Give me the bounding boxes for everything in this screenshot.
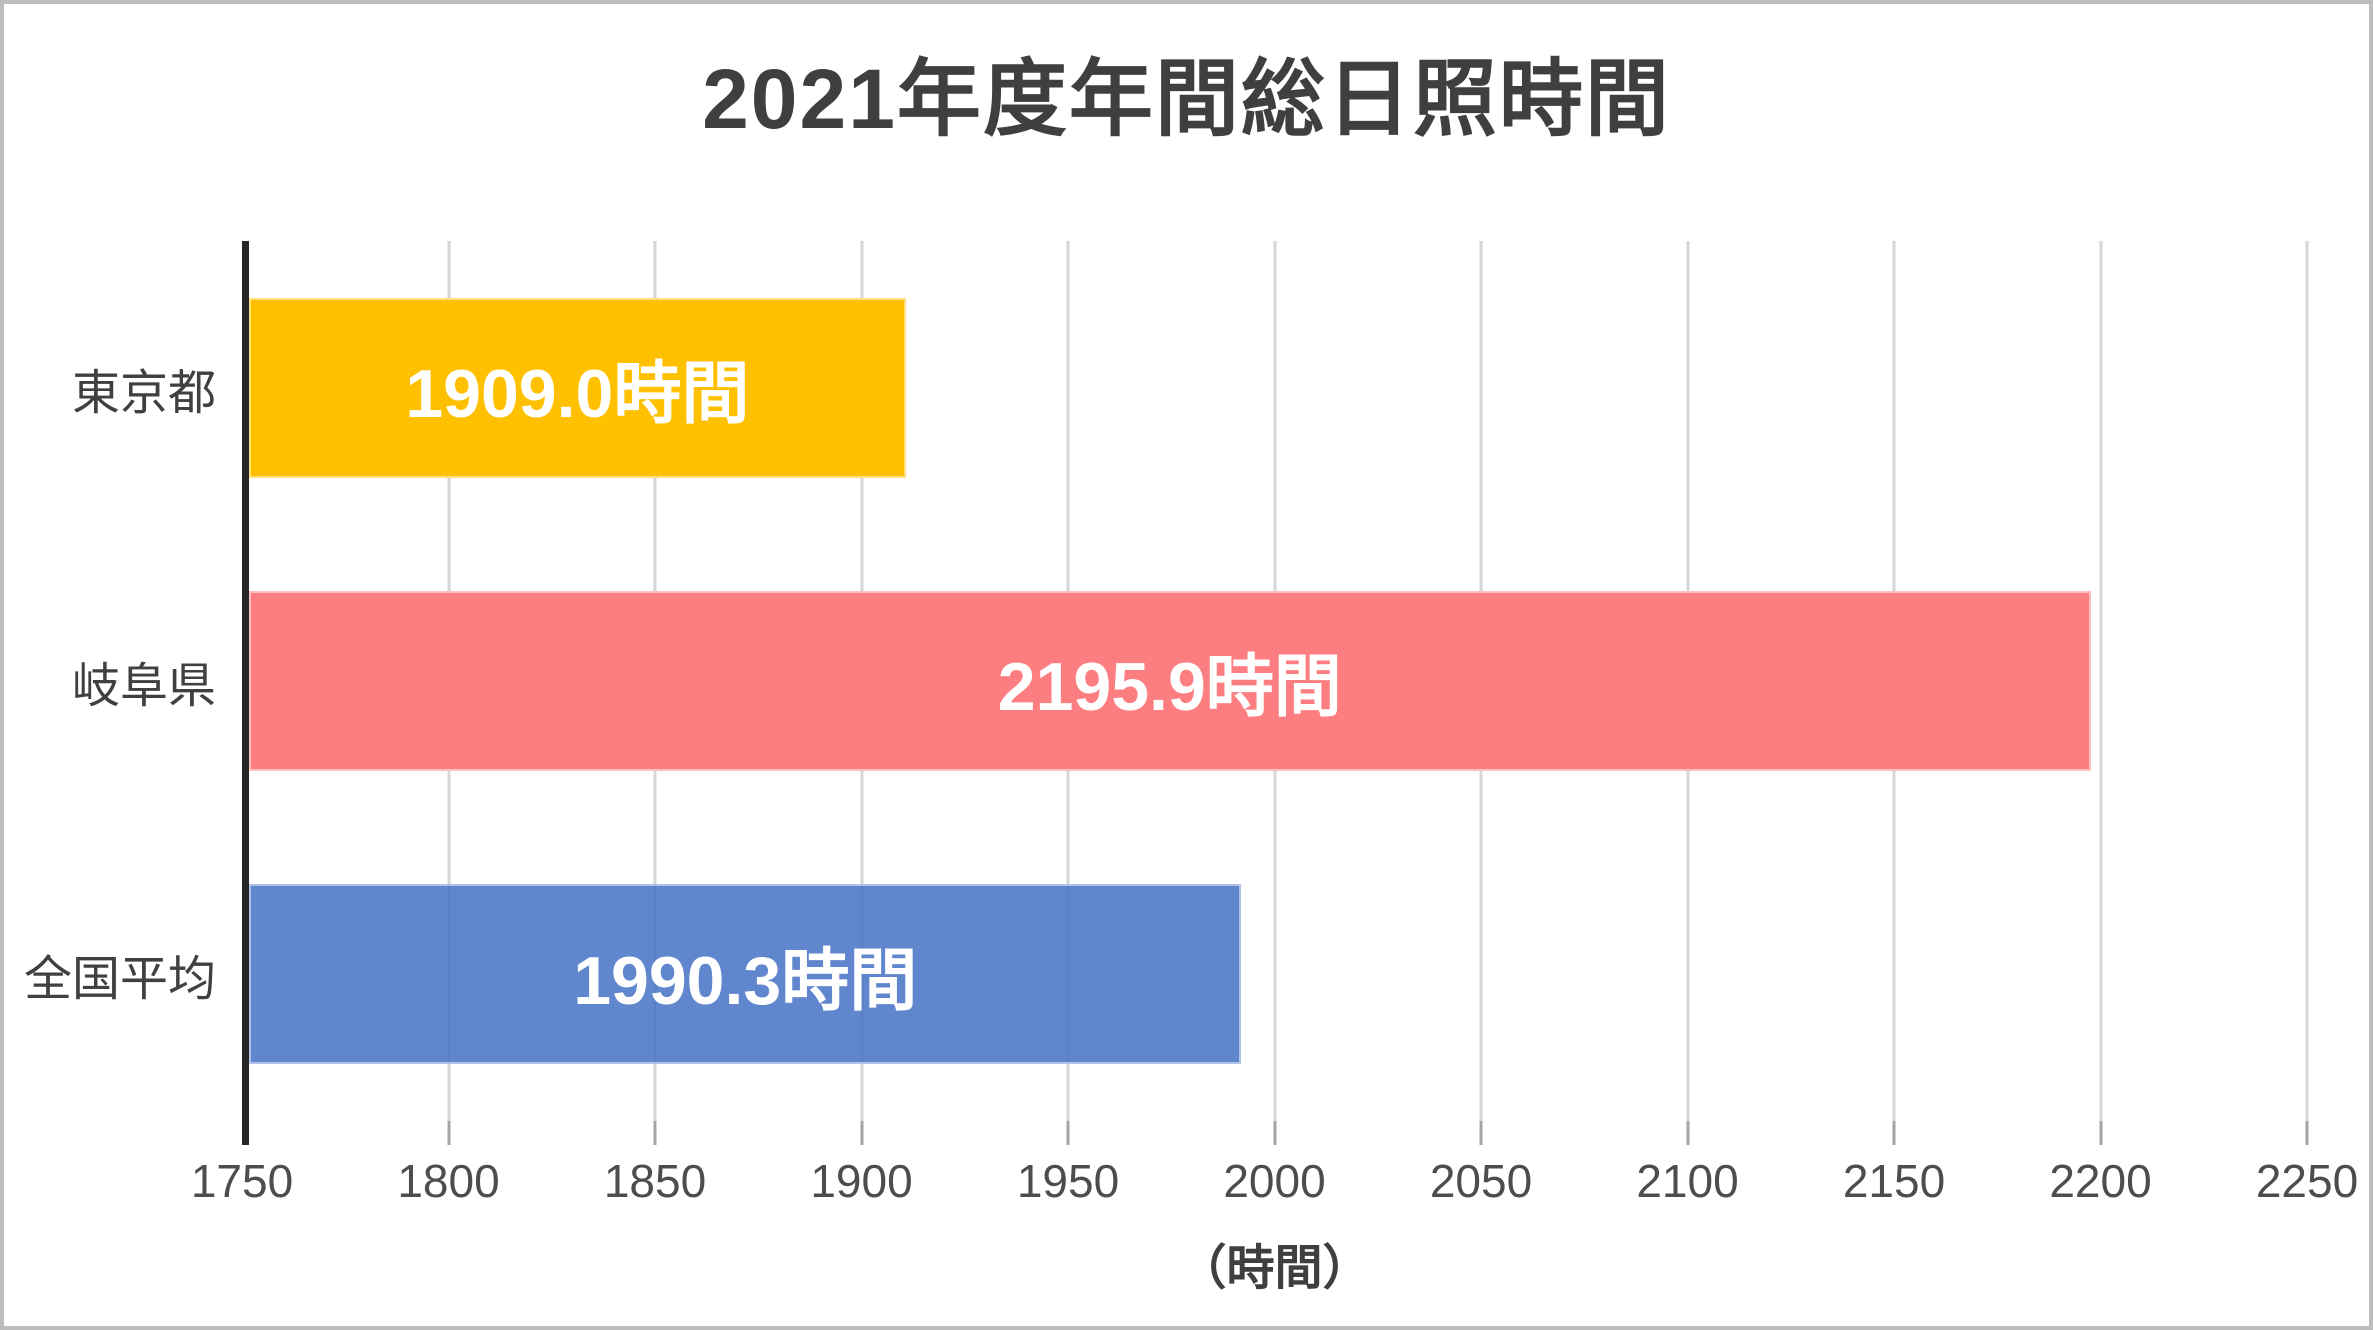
x-tick-label: 2100	[1636, 1155, 1739, 1207]
category-labels: 東京都岐阜県全国平均	[4, 241, 216, 1121]
tick-mark	[1686, 1121, 1689, 1145]
bar-value-label: 2195.9時間	[997, 649, 1342, 726]
x-axis-caption: （時間）	[1178, 1242, 1371, 1295]
tick-mark	[1273, 1121, 1276, 1145]
x-tick-label: 1950	[1016, 1155, 1120, 1207]
tick-mark	[1066, 1121, 1070, 1145]
bar-岐阜県: 2195.9時間	[249, 590, 2091, 771]
x-tick-label: 1900	[810, 1155, 913, 1207]
tick-mark	[1479, 1121, 1483, 1145]
tick-mark	[653, 1121, 657, 1145]
x-tick-label: 2050	[1429, 1155, 1533, 1207]
gridline	[2099, 241, 2102, 1121]
tick-mark	[1892, 1121, 1896, 1145]
bars-layer: 1909.0時間 2195.9時間 1990.3時間	[242, 241, 2307, 1121]
tick-mark	[2305, 1121, 2309, 1145]
tick-mark	[447, 1121, 450, 1145]
tick-stubs-layer	[242, 1121, 2309, 1145]
bar-row: 2195.9時間	[242, 534, 2307, 827]
gridline	[2305, 241, 2309, 1121]
x-tick-label: 2250	[2255, 1155, 2359, 1207]
x-tick-label: 1750	[190, 1155, 294, 1207]
category-label-row: 岐阜県	[4, 534, 216, 827]
bar-row: 1909.0時間	[242, 241, 2307, 534]
bar-row: 1990.3時間	[242, 828, 2307, 1121]
x-axis-ticks: 1750 1800 1850 1900 1950 2000 2050 2100 2150 2200…	[191, 1154, 2358, 1214]
y-axis-line	[242, 241, 249, 1145]
x-tick-label: 1850	[603, 1155, 707, 1207]
tick-mark	[860, 1121, 863, 1145]
category-label-row: 全国平均	[4, 828, 216, 1121]
bar-value-label: 1990.3時間	[573, 942, 918, 1019]
category-label: 全国平均	[23, 953, 216, 1007]
tick-mark	[2099, 1121, 2102, 1145]
chart-title: 2021年度年間総日照時間	[702, 52, 1671, 146]
bar-東京都: 1909.0時間	[249, 297, 906, 478]
category-label: 岐阜県	[71, 659, 216, 713]
category-label: 東京都	[71, 366, 216, 420]
bar-全国平均: 1990.3時間	[249, 884, 1242, 1065]
plot-area: 1909.0時間 2195.9時間 1990.3時間	[242, 241, 2309, 1121]
x-tick-label: 2150	[1842, 1155, 1946, 1207]
category-label-row: 東京都	[4, 241, 216, 534]
x-tick-label: 1800	[397, 1155, 500, 1207]
bar-value-label: 1909.0時間	[405, 356, 750, 433]
x-tick-label: 2200	[2049, 1155, 2152, 1207]
x-tick-label: 2000	[1223, 1155, 1326, 1207]
